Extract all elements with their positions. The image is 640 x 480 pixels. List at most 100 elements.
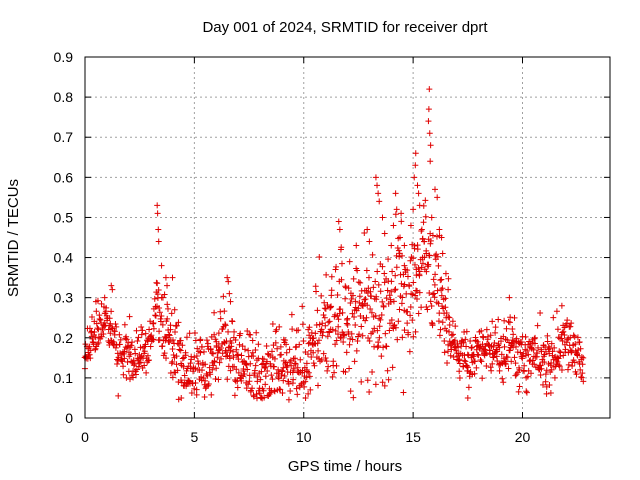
data-point [431,290,438,297]
data-point [245,381,252,388]
data-point [357,279,364,286]
data-point [151,295,158,302]
data-point [551,374,558,381]
data-point [155,226,162,233]
data-point [522,333,529,340]
data-point [106,315,113,322]
data-point [241,346,248,353]
data-point [135,363,142,370]
data-point [328,303,335,310]
data-point [210,362,217,369]
data-point [262,373,269,380]
data-point [213,344,220,351]
data-point [504,354,511,361]
plot-frame [84,56,611,419]
data-point [577,345,584,352]
data-point [137,344,144,351]
data-point [283,349,290,356]
data-point [509,337,516,344]
data-point [565,361,572,368]
data-point [271,387,278,394]
data-point [549,348,556,355]
data-point [324,302,331,309]
data-point [358,323,365,330]
data-point [142,330,149,337]
data-point [254,373,261,380]
data-point [449,318,456,325]
data-point [268,348,275,355]
data-point [131,360,138,367]
data-point [304,351,311,358]
data-point [505,318,512,325]
data-point [243,385,250,392]
data-point [438,292,445,299]
data-point [369,251,376,258]
data-point [218,345,225,352]
data-point [346,365,353,372]
data-point [86,325,93,332]
data-point [164,301,171,308]
data-point [379,298,386,305]
data-point [479,375,486,382]
data-point [292,344,299,351]
x-axis-title: GPS time / hours [288,458,402,475]
data-point [253,329,260,336]
data-point [556,363,563,370]
data-point [295,327,302,334]
data-point [467,337,474,344]
data-point [492,324,499,331]
data-point [258,368,265,375]
data-point [548,360,555,367]
data-point [87,355,94,362]
data-point [329,373,336,380]
data-point [358,378,365,385]
data-point [388,278,395,285]
data-point [498,359,505,366]
data-point [445,286,452,293]
data-point [553,308,560,315]
data-point [342,368,349,375]
data-point [218,355,225,362]
data-point [249,385,256,392]
data-point [354,267,361,274]
data-point [288,362,295,369]
data-point [407,222,414,229]
data-point [200,348,207,355]
data-point [208,350,215,357]
data-point [337,306,344,313]
data-point [513,343,520,350]
data-point [226,355,233,362]
data-point [238,352,245,359]
data-point [428,303,435,310]
data-point [554,326,561,333]
y-tick-label: 0.3 [54,290,74,306]
data-point [383,295,390,302]
data-point [362,296,369,303]
data-point [159,321,166,328]
data-point [372,278,379,285]
data-point [279,367,286,374]
data-point [521,362,528,369]
data-point [211,331,218,338]
data-point [361,296,368,303]
data-point [427,142,434,149]
data-point [328,292,335,299]
data-point [345,285,352,292]
data-point [445,341,452,348]
data-point [563,339,570,346]
data-point [318,326,325,333]
data-point [450,331,457,338]
data-point [113,341,120,348]
data-point [163,355,170,362]
data-point [217,315,224,322]
data-point [293,327,300,334]
data-point [134,338,141,345]
data-point [346,341,353,348]
data-point [372,174,379,181]
y-tick-label: 0.7 [54,129,74,145]
y-tick-label: 0.8 [54,89,74,105]
data-point [401,242,408,249]
data-point [129,339,136,346]
data-point [576,339,583,346]
data-point [249,337,256,344]
